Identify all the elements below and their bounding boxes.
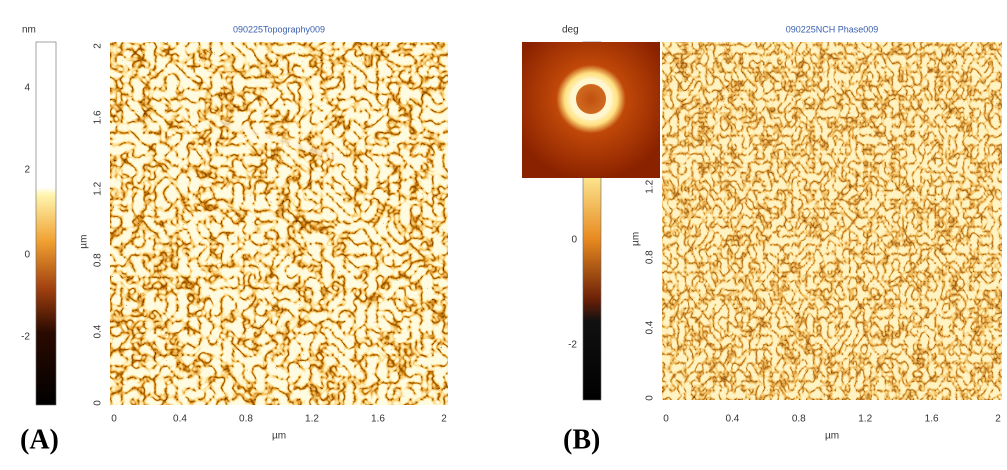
panel-title: 090225NCH Phase009: [786, 24, 879, 34]
panel-label: (B): [563, 424, 600, 455]
y-tick-label: 0.4: [645, 320, 656, 334]
colorbar-tick-label: -2: [21, 332, 30, 343]
colorbar: [36, 42, 56, 405]
y-tick-label: 0.8: [93, 253, 104, 267]
x-tick-label: 0: [111, 414, 117, 425]
y-tick-label: 2: [93, 43, 104, 49]
x-axis-label: µm: [272, 431, 286, 442]
colorbar-tick-label: 2: [24, 165, 30, 176]
x-tick-label: 1.2: [858, 414, 872, 425]
colorbar-tick-label: 0: [571, 235, 577, 246]
x-tick-label: 2: [441, 414, 447, 425]
afm-image: [662, 42, 1002, 400]
fft-inset: [522, 42, 660, 178]
afm-image: [110, 42, 448, 405]
y-tick-label: 1.2: [93, 181, 104, 195]
x-tick-label: 1.6: [371, 414, 385, 425]
y-tick-label: 0: [645, 395, 656, 401]
y-tick-label: 0.4: [93, 324, 104, 338]
x-tick-label: 0.4: [725, 414, 739, 425]
x-tick-label: 2: [995, 414, 1001, 425]
y-axis-label: µm: [631, 232, 642, 246]
y-tick-label: 0: [93, 400, 104, 406]
colorbar-unit: deg: [562, 25, 579, 36]
x-tick-label: 0.8: [792, 414, 806, 425]
x-tick-label: 1.2: [305, 414, 319, 425]
x-tick-label: 1.6: [925, 414, 939, 425]
x-axis-label: µm: [825, 431, 839, 442]
y-tick-label: 0.8: [645, 250, 656, 264]
y-tick-label: 1.2: [645, 179, 656, 193]
colorbar-tick-label: 0: [24, 250, 30, 261]
colorbar-unit: nm: [22, 25, 36, 36]
x-tick-label: 0.8: [239, 414, 253, 425]
y-tick-label: 1.6: [93, 110, 104, 124]
panel-title: 090225Topography009: [233, 24, 325, 34]
x-tick-label: 0.4: [173, 414, 187, 425]
panel-label: (A): [20, 424, 59, 455]
colorbar-tick-label: 4: [24, 83, 30, 94]
x-tick-label: 0: [663, 414, 669, 425]
figure: 090225Topography009 (A) nm 4 2 0 -2 0 0.4 0.8 1.2 1…: [0, 0, 1007, 465]
y-axis-label: µm: [79, 235, 90, 249]
colorbar-tick-label: -2: [568, 340, 577, 351]
